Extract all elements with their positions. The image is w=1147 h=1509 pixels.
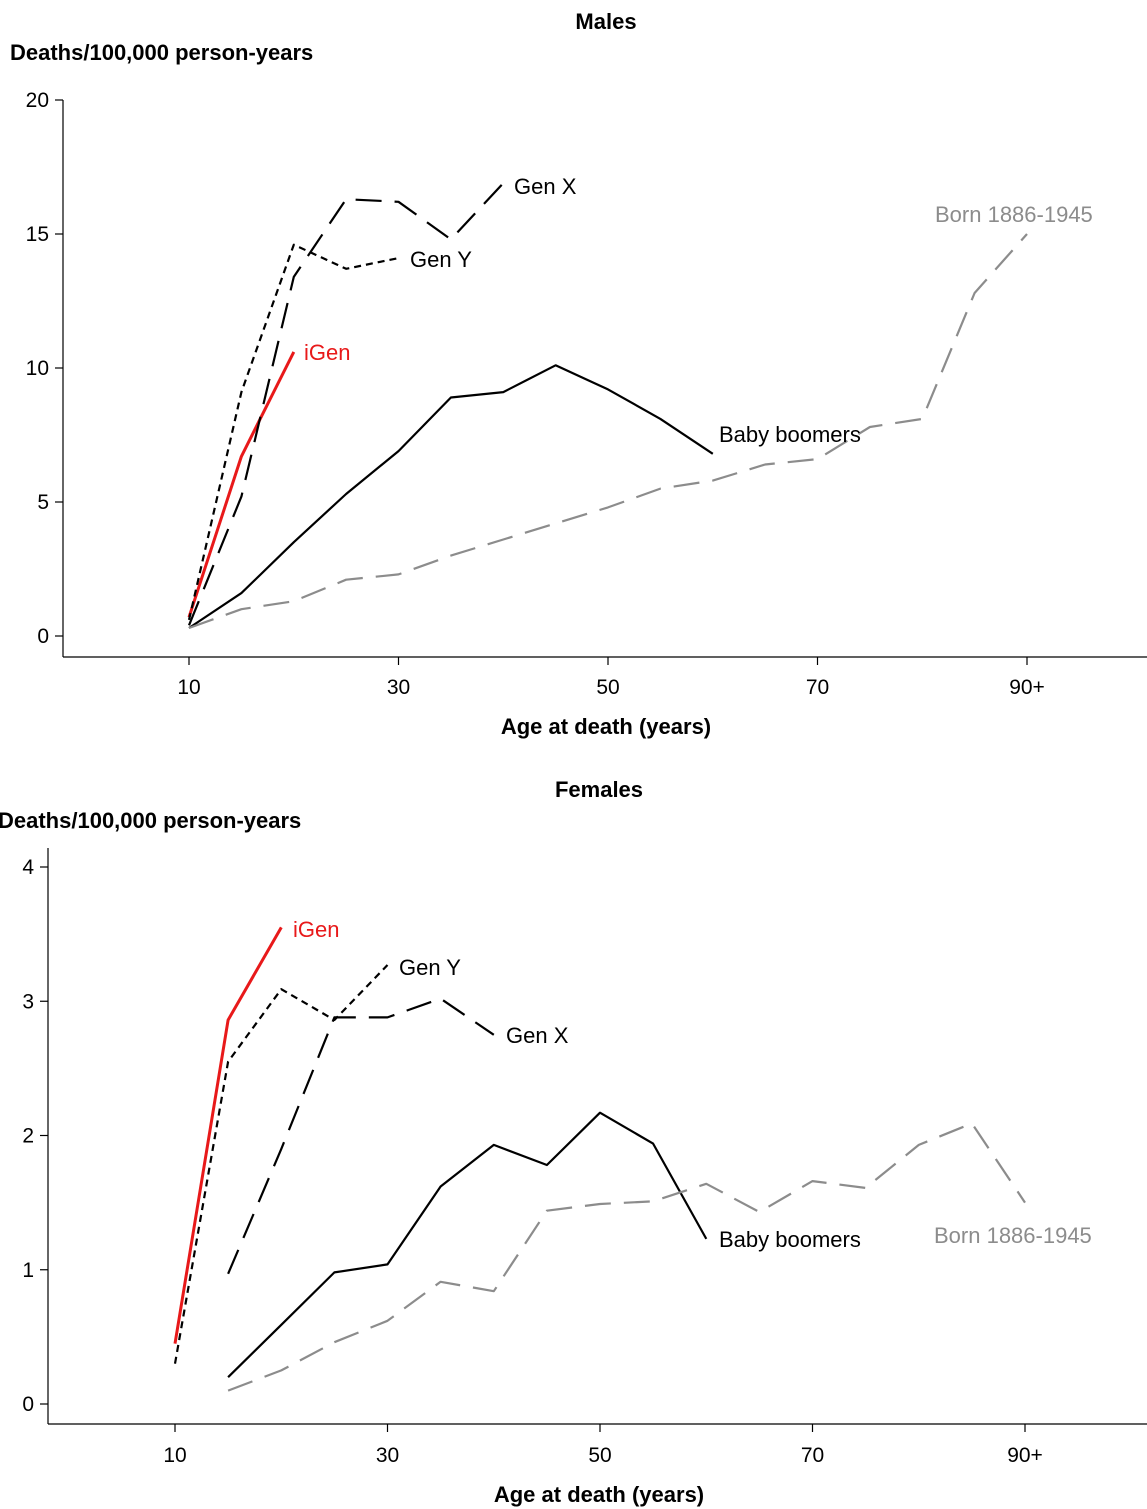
males-y-axis-label: Deaths/100,000 person-years bbox=[10, 40, 313, 65]
females-series-labels: iGen Gen Y Gen X Baby boomers Born 1886-… bbox=[293, 917, 1092, 1252]
males-x-tick-label: 30 bbox=[387, 676, 410, 699]
males-panel: Males Deaths/100,000 person-years Age at… bbox=[10, 9, 1147, 739]
females-label-gen-x: Gen X bbox=[506, 1023, 569, 1048]
males-chart-title: Males bbox=[575, 9, 636, 34]
females-label-gen-y: Gen Y bbox=[399, 955, 461, 980]
females-series bbox=[173, 926, 1026, 1392]
males-ticks: 0 5 10 15 20 10 30 50 70 90+ bbox=[26, 89, 1045, 699]
females-y-tick-label: 0 bbox=[22, 1393, 34, 1416]
males-series-gen-y-line bbox=[187, 243, 399, 621]
males-x-tick-label: 70 bbox=[806, 676, 829, 699]
males-x-tick-label: 90+ bbox=[1009, 676, 1045, 699]
males-series-labels: Gen X Gen Y iGen Baby boomers Born 1886-… bbox=[304, 174, 1093, 447]
females-x-tick-label: 30 bbox=[376, 1444, 399, 1467]
females-x-tick-label: 90+ bbox=[1007, 1444, 1043, 1467]
females-x-axis-label: Age at death (years) bbox=[494, 1482, 704, 1507]
females-series-gen-x-line bbox=[227, 997, 495, 1275]
females-x-tick-label: 70 bbox=[801, 1444, 824, 1467]
males-x-axis-label: Age at death (years) bbox=[501, 714, 711, 739]
females-y-tick-label: 2 bbox=[22, 1125, 34, 1148]
females-label-igen: iGen bbox=[293, 917, 339, 942]
males-series-gen-x-line bbox=[187, 182, 505, 626]
females-y-axis-label: Deaths/100,000 person-years bbox=[0, 808, 301, 833]
males-series-baby-boomers-line bbox=[188, 364, 714, 629]
males-y-tick-label: 0 bbox=[37, 625, 49, 648]
females-series-baby-boomers-line bbox=[227, 1111, 708, 1378]
females-series-gen-y-line bbox=[173, 964, 389, 1364]
females-label-baby-boomers: Baby boomers bbox=[719, 1227, 861, 1252]
males-series-born-1886-1945-line bbox=[188, 233, 1028, 630]
females-label-born-1886-1945: Born 1886-1945 bbox=[934, 1223, 1092, 1248]
females-x-tick-label: 10 bbox=[163, 1444, 186, 1467]
males-y-tick-label: 5 bbox=[37, 491, 49, 514]
females-ticks: 0 1 2 3 4 10 30 50 70 90+ bbox=[22, 856, 1043, 1467]
females-series-born-1886-1945-line bbox=[227, 1122, 1026, 1392]
females-y-tick-label: 3 bbox=[22, 990, 34, 1013]
males-x-tick-label: 50 bbox=[596, 676, 619, 699]
females-chart-title: Females bbox=[555, 777, 643, 802]
males-series-igen-line bbox=[187, 351, 296, 618]
females-y-tick-label: 1 bbox=[22, 1259, 34, 1282]
females-panel: Females Deaths/100,000 person-years Age … bbox=[0, 777, 1147, 1507]
females-series-igen-line bbox=[173, 926, 283, 1344]
males-x-tick-label: 10 bbox=[177, 676, 200, 699]
males-series bbox=[187, 182, 1028, 630]
males-y-tick-label: 15 bbox=[26, 223, 49, 246]
females-y-tick-label: 4 bbox=[22, 856, 34, 879]
males-y-tick-label: 20 bbox=[26, 89, 49, 112]
males-label-born-1886-1945: Born 1886-1945 bbox=[935, 202, 1093, 227]
females-x-tick-label: 50 bbox=[588, 1444, 611, 1467]
males-y-tick-label: 10 bbox=[26, 357, 49, 380]
males-label-baby-boomers: Baby boomers bbox=[719, 422, 861, 447]
males-label-gen-y: Gen Y bbox=[410, 247, 472, 272]
males-label-gen-x: Gen X bbox=[514, 174, 577, 199]
males-label-igen: iGen bbox=[304, 340, 350, 365]
